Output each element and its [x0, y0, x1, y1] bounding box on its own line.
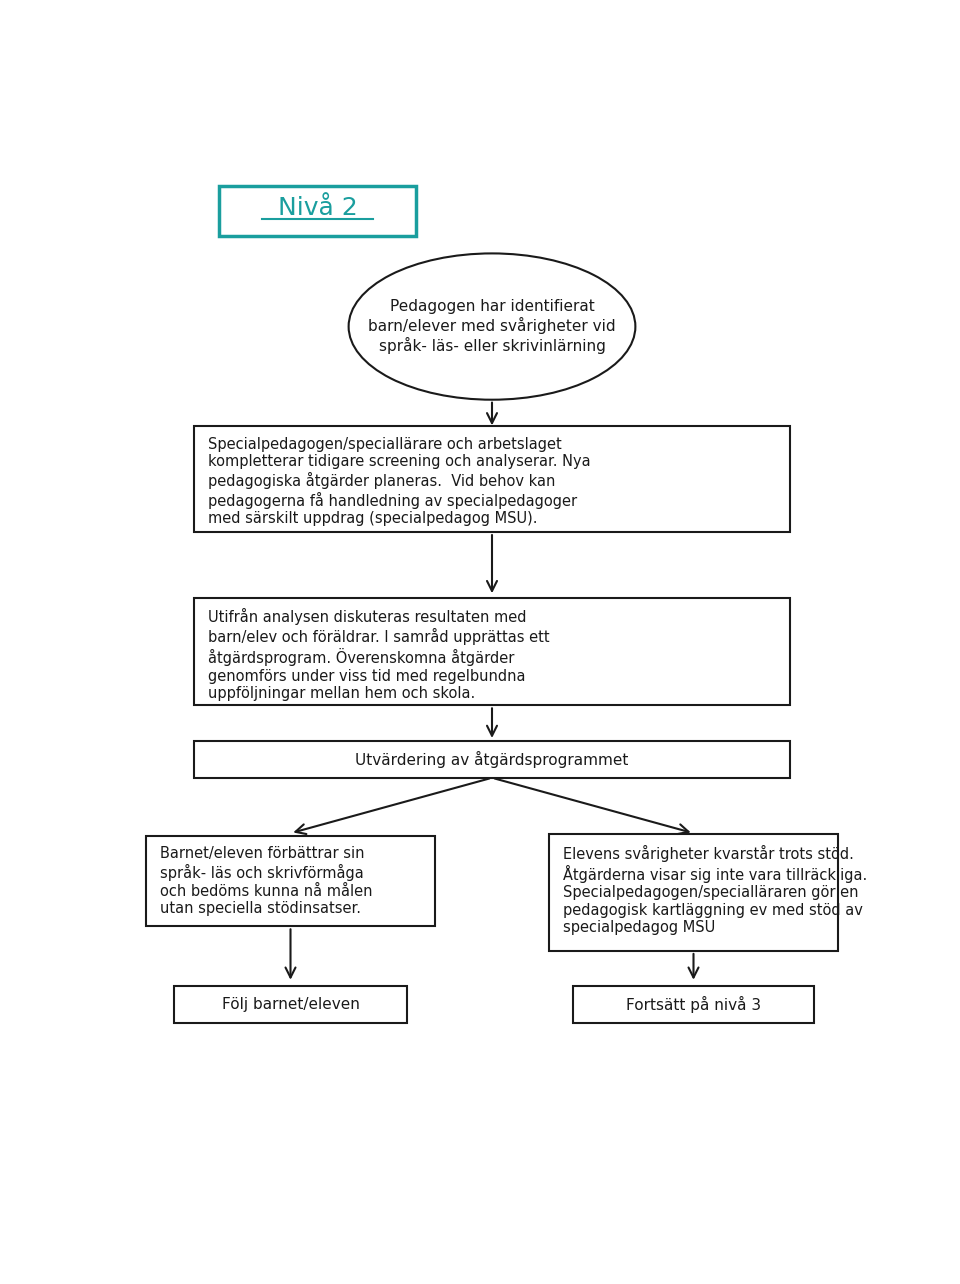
Text: Utifrån analysen diskuteras resultaten med
barn/elev och föräldrar. I samråd upp: Utifrån analysen diskuteras resultaten m… [207, 609, 549, 701]
FancyBboxPatch shape [573, 986, 814, 1022]
Text: Följ barnet/eleven: Följ barnet/eleven [222, 996, 359, 1012]
Text: Specialpedagogen/speciallärare och arbetslaget
kompletterar tidigare screening o: Specialpedagogen/speciallärare och arbet… [207, 437, 590, 526]
FancyBboxPatch shape [175, 986, 407, 1022]
Text: Utvärdering av åtgärdsprogrammet: Utvärdering av åtgärdsprogrammet [355, 751, 629, 768]
Text: Elevens svårigheter kvarstår trots stöd.
Åtgärderna visar sig inte vara tillräck: Elevens svårigheter kvarstår trots stöd.… [564, 845, 868, 935]
Text: Barnet/eleven förbättrar sin
språk- läs och skrivförmåga
och bedöms kunna nå mål: Barnet/eleven förbättrar sin språk- läs … [160, 846, 372, 915]
FancyBboxPatch shape [194, 597, 790, 705]
FancyBboxPatch shape [549, 835, 838, 951]
Ellipse shape [348, 253, 636, 399]
FancyBboxPatch shape [194, 426, 790, 532]
FancyBboxPatch shape [194, 741, 790, 778]
Text: Fortsätt på nivå 3: Fortsätt på nivå 3 [626, 995, 761, 1013]
Text: Pedagogen har identifierat
barn/elever med svårigheter vid
språk- läs- eller skr: Pedagogen har identifierat barn/elever m… [369, 299, 615, 354]
Text: Nivå 2: Nivå 2 [277, 196, 357, 220]
FancyBboxPatch shape [146, 836, 435, 926]
FancyBboxPatch shape [219, 186, 417, 236]
